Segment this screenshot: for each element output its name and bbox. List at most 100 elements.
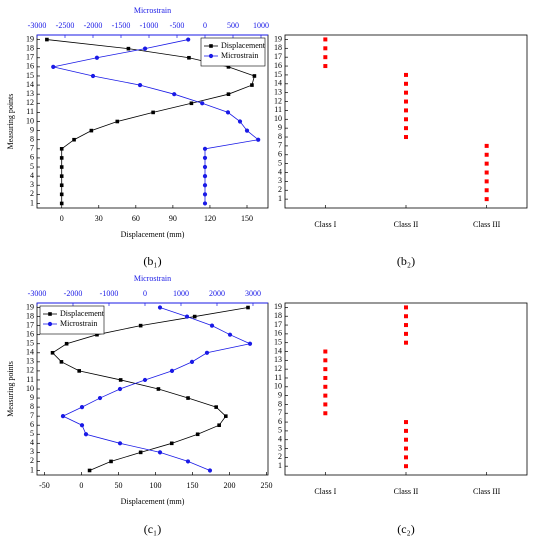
x2-tick-label: -1000 [140,21,159,30]
class-point [404,99,408,104]
y-tick-label: 17 [274,320,282,329]
y-tick-label: 1 [30,198,34,207]
plot-frame [284,34,528,209]
x2-axis-label: Microstrain [134,6,171,15]
data-point [59,183,64,188]
y-tick-label: 8 [278,399,282,408]
class-point [404,464,408,469]
y-tick-label: 6 [30,153,34,162]
y-tick-label: 17 [26,53,34,62]
data-point [250,83,254,87]
y-axis-label: Measuring points [6,94,15,150]
data-point [169,368,175,373]
y-tick-label: 2 [30,189,34,198]
y-tick-label: 5 [278,158,282,167]
x2-tick-label: -3000 [28,289,47,298]
data-point [195,432,200,437]
y-tick-label: 7 [30,144,34,153]
data-point [59,165,64,169]
y-tick-label: 9 [278,390,282,399]
x-tick-label: 120 [204,214,216,223]
data-point [189,359,195,364]
y-tick-label: 7 [278,408,282,417]
x2-tick-label: -1000 [100,289,119,298]
x2-tick-label: -2500 [56,21,75,30]
data-point [202,146,208,151]
class-point [484,152,489,157]
data-point [157,450,163,455]
x2-tick-label: 0 [203,21,207,30]
data-point [87,468,92,473]
x-tick-label: 150 [186,481,198,490]
x-tick-label: 150 [241,214,253,223]
y-tick-label: 12 [26,366,34,375]
class-point [404,340,408,345]
class-point [404,90,408,95]
y-tick-label: 1 [278,461,282,470]
class-point [323,358,328,363]
legend-box [39,305,105,335]
y-tick-label: 2 [278,452,282,461]
data-point [59,174,64,178]
y-tick-label: 13 [274,87,282,96]
class-point [323,37,328,42]
legend-label: Displacement [60,309,105,318]
data-point [204,350,210,355]
class-point [323,367,328,372]
y-tick-label: 6 [30,420,34,429]
data-point [89,128,94,133]
y-tick-label: 14 [26,80,34,89]
data-point [223,414,228,418]
y-tick-label: 12 [26,98,34,107]
data-point [169,441,174,446]
x-tick-label: 90 [169,214,177,223]
data-point [59,192,64,197]
y-tick-label: 11 [26,375,34,384]
x-tick-label: 30 [95,214,103,223]
y-tick-label: 10 [274,114,282,123]
y-tick-label: 16 [26,62,34,71]
class-point [404,455,408,460]
class-point [484,161,489,166]
y-tick-label: 15 [274,70,282,79]
y-tick-label: 9 [278,123,282,132]
y-tick-label: 10 [274,382,282,391]
y-tick-label: 3 [30,180,34,189]
x-tick-label: Class III [473,487,501,496]
legend-marker [208,53,214,59]
data-point [151,110,155,115]
data-point [217,423,221,428]
x-tick-label: 60 [132,214,140,223]
y-tick-label: 5 [30,429,34,438]
x2-tick-label: -500 [170,21,185,30]
y-tick-label: 19 [26,34,34,43]
legend-label: Displacement [221,41,266,50]
y-tick-label: 18 [26,311,34,320]
class-point [404,323,408,328]
y-tick-label: 2 [278,185,282,194]
data-point [138,450,143,455]
class-point [323,46,328,51]
y-tick-label: 3 [30,447,34,456]
x2-tick-label: -2000 [64,289,83,298]
class-point [404,446,408,451]
data-point [117,386,123,392]
data-point [227,332,233,337]
data-point [225,110,231,115]
y-tick-label: 19 [274,302,282,311]
data-point [94,55,100,60]
x-tick-label: 0 [60,214,64,223]
class-point [323,411,328,416]
data-point [172,92,177,97]
y-tick-label: 6 [278,417,282,426]
x2-tick-label: 3000 [245,289,261,298]
x2-tick-label: -2000 [84,21,103,30]
data-point [64,341,69,346]
data-point [79,405,85,410]
class-point [323,64,328,69]
class-point [323,375,328,380]
legend-label: Microstrain [221,51,258,60]
data-point [202,183,208,188]
y-tick-label: 15 [274,338,282,347]
